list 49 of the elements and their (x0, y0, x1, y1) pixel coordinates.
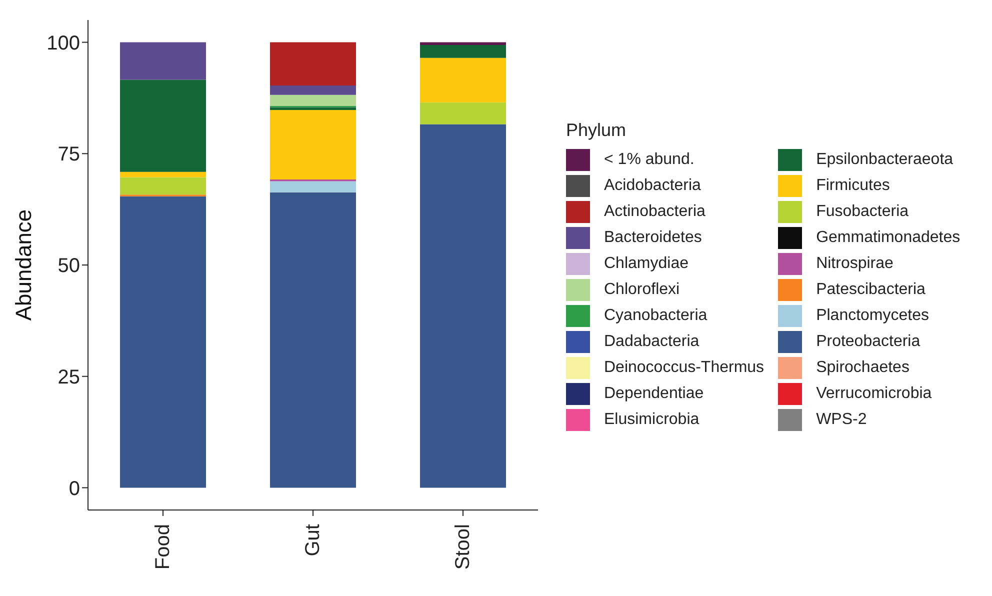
legend-label: Chloroflexi (604, 281, 680, 299)
y-tick-label: 25 (58, 366, 80, 388)
legend-label: Firmicutes (816, 177, 890, 195)
legend-label: Actinobacteria (604, 203, 706, 221)
bar (420, 42, 506, 45)
legend-label: Gemmatimonadetes (816, 229, 960, 247)
bar (120, 42, 206, 80)
x-tick-label: Food (152, 524, 174, 570)
legend-label: Cyanobacteria (604, 307, 708, 325)
bar (120, 177, 206, 195)
legend-label: Planctomycetes (816, 307, 929, 325)
bar (270, 181, 356, 192)
legend-label: Dependentiae (604, 385, 704, 403)
y-tick-label: 100 (46, 32, 80, 54)
legend-label: Elusimicrobia (604, 411, 700, 429)
y-tick-label: 50 (58, 255, 80, 278)
legend-label: Spirochaetes (816, 359, 910, 377)
bar (120, 172, 206, 178)
bar (270, 94, 356, 106)
legend-label: Verrucomicrobia (816, 385, 932, 403)
legend-label: Deinococcus-Thermus (604, 359, 764, 377)
bar (420, 44, 506, 58)
bar (270, 110, 356, 180)
bar (420, 58, 506, 102)
bar (270, 85, 356, 95)
bar (270, 192, 356, 488)
bar (120, 196, 206, 488)
legend-label: Chlamydiae (604, 255, 688, 273)
bar (270, 107, 356, 110)
bar (120, 80, 206, 172)
y-tick-label: 75 (58, 144, 80, 166)
y-tick-label: 0 (68, 478, 80, 500)
legend-title: Phylum (566, 120, 628, 141)
bar (420, 124, 506, 488)
y-axis-title: Abundance (10, 209, 36, 321)
legend-label: WPS-2 (816, 411, 867, 429)
legend-label: < 1% abund. (604, 151, 694, 169)
legend-label: Proteobacteria (816, 333, 920, 351)
x-tick-label: Gut (302, 524, 324, 556)
legend-label: Epsilonbacteraeota (816, 151, 954, 169)
legend-label: Acidobacteria (604, 177, 701, 195)
bar (270, 42, 356, 86)
legend-label: Dadabacteria (604, 333, 700, 351)
x-tick-label: Stool (452, 524, 474, 570)
legend-label: Patescibacteria (816, 281, 926, 299)
legend-label: Bacteroidetes (604, 229, 702, 247)
legend-label: Fusobacteria (816, 203, 909, 221)
legend-label: Nitrospirae (816, 255, 894, 273)
bar (420, 102, 506, 124)
